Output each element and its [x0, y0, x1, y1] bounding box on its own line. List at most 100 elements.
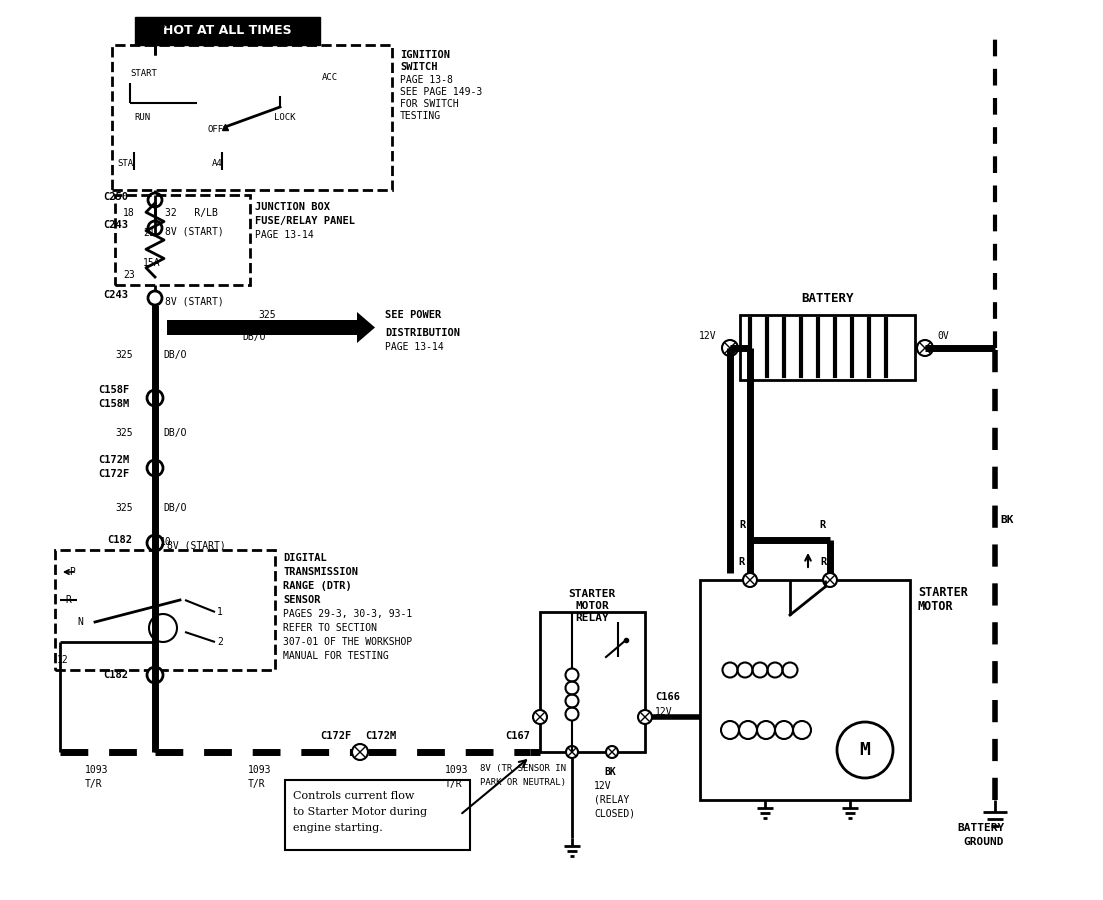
Text: 8V (TR SENSOR IN: 8V (TR SENSOR IN — [480, 763, 566, 772]
Text: C158F: C158F — [98, 385, 129, 395]
Text: PAGE 13-14: PAGE 13-14 — [255, 230, 313, 240]
Text: (RELAY: (RELAY — [595, 795, 629, 805]
Text: 325: 325 — [115, 428, 132, 438]
Text: R: R — [818, 520, 825, 530]
Text: C182: C182 — [107, 535, 132, 545]
Text: REFER TO SECTION: REFER TO SECTION — [283, 623, 377, 633]
Text: 32   R/LB: 32 R/LB — [165, 208, 218, 218]
Text: BATTERY: BATTERY — [957, 823, 1004, 833]
Text: PAGES 29-3, 30-3, 93-1: PAGES 29-3, 30-3, 93-1 — [283, 609, 413, 619]
Text: MANUAL FOR TESTING: MANUAL FOR TESTING — [283, 651, 388, 661]
Text: C172F: C172F — [98, 469, 129, 479]
Circle shape — [352, 744, 368, 760]
Text: M: M — [859, 741, 870, 759]
Text: 1093: 1093 — [85, 765, 108, 775]
Text: 1093: 1093 — [248, 765, 271, 775]
Circle shape — [533, 710, 547, 724]
Text: 15A: 15A — [143, 258, 161, 268]
Text: C243: C243 — [103, 290, 128, 300]
Text: 23: 23 — [124, 270, 135, 280]
Text: SEE POWER: SEE POWER — [385, 310, 441, 320]
Text: C158M: C158M — [98, 399, 129, 409]
Text: C182: C182 — [103, 670, 128, 680]
Text: DIGITAL: DIGITAL — [283, 553, 326, 563]
Circle shape — [823, 573, 837, 587]
Text: RUN: RUN — [133, 112, 150, 122]
Text: MOTOR: MOTOR — [918, 600, 954, 614]
Text: TESTING: TESTING — [400, 111, 441, 121]
Text: TRANSMISSION: TRANSMISSION — [283, 567, 358, 577]
Text: 325: 325 — [115, 503, 132, 513]
Text: CLOSED): CLOSED) — [595, 809, 635, 819]
Text: SENSOR: SENSOR — [283, 595, 321, 605]
Text: C172M: C172M — [98, 455, 129, 465]
Text: MOTOR: MOTOR — [575, 601, 609, 611]
Text: START: START — [130, 68, 157, 77]
Text: BATTERY: BATTERY — [801, 292, 854, 305]
Text: 325: 325 — [115, 350, 132, 360]
Text: 1093: 1093 — [445, 765, 469, 775]
Text: A4: A4 — [212, 158, 223, 167]
Circle shape — [147, 390, 163, 406]
Circle shape — [917, 340, 933, 356]
Text: T/R: T/R — [445, 779, 462, 789]
Circle shape — [606, 746, 618, 758]
Text: 12V: 12V — [655, 707, 673, 717]
Text: C167: C167 — [505, 731, 531, 741]
Text: 0V: 0V — [938, 331, 949, 341]
Circle shape — [147, 667, 163, 683]
Text: Controls current flow: Controls current flow — [293, 791, 415, 801]
Text: P: P — [69, 567, 75, 577]
Text: PAGE 13-14: PAGE 13-14 — [385, 342, 443, 352]
Text: 12V: 12V — [699, 331, 717, 341]
Text: FUSE/RELAY PANEL: FUSE/RELAY PANEL — [255, 216, 355, 226]
Text: 325: 325 — [258, 310, 276, 320]
Text: DISTRIBUTION: DISTRIBUTION — [385, 328, 460, 338]
Text: to Starter Motor during: to Starter Motor during — [293, 807, 427, 817]
Text: HOT AT ALL TIMES: HOT AT ALL TIMES — [163, 24, 292, 38]
Text: JUNCTION BOX: JUNCTION BOX — [255, 202, 330, 212]
Text: DB/O: DB/O — [163, 428, 186, 438]
Text: 307-01 OF THE WORKSHOP: 307-01 OF THE WORKSHOP — [283, 637, 413, 647]
Text: LOCK: LOCK — [274, 112, 296, 122]
Text: 12: 12 — [57, 655, 68, 665]
Text: SWITCH: SWITCH — [400, 62, 438, 72]
Text: C243: C243 — [103, 220, 128, 230]
Text: C250: C250 — [103, 192, 128, 202]
Circle shape — [148, 291, 162, 305]
Polygon shape — [167, 312, 375, 343]
Circle shape — [148, 193, 162, 207]
Text: PARK OR NEUTRAL): PARK OR NEUTRAL) — [480, 778, 566, 787]
Polygon shape — [135, 17, 320, 45]
Text: 10: 10 — [160, 537, 172, 547]
Text: 12V: 12V — [595, 781, 612, 791]
Text: GROUND: GROUND — [963, 837, 1004, 847]
Text: 21: 21 — [143, 228, 154, 238]
Text: N: N — [77, 617, 83, 627]
Text: R: R — [739, 520, 746, 530]
Circle shape — [638, 710, 652, 724]
Text: SEE PAGE 149-3: SEE PAGE 149-3 — [400, 87, 482, 97]
Text: C172M: C172M — [365, 731, 396, 741]
Text: ACC: ACC — [322, 73, 339, 82]
Text: C166: C166 — [655, 692, 681, 702]
Text: IGNITION: IGNITION — [400, 50, 450, 60]
Text: 2: 2 — [217, 637, 223, 647]
Text: T/R: T/R — [248, 779, 266, 789]
Text: engine starting.: engine starting. — [293, 823, 383, 833]
Text: R: R — [820, 557, 826, 567]
Text: 8V (START): 8V (START) — [167, 541, 226, 551]
Text: 1: 1 — [217, 607, 223, 617]
Circle shape — [566, 746, 578, 758]
Text: B4: B4 — [159, 20, 171, 30]
Text: DB/O: DB/O — [163, 350, 186, 360]
Text: 8V (START): 8V (START) — [165, 297, 224, 307]
Text: PAGE 13-8: PAGE 13-8 — [400, 75, 453, 85]
Text: RANGE (DTR): RANGE (DTR) — [283, 581, 352, 591]
Text: BK: BK — [1000, 515, 1014, 525]
Text: FOR SWITCH: FOR SWITCH — [400, 99, 459, 109]
Circle shape — [147, 535, 163, 551]
Text: DB/O: DB/O — [163, 503, 186, 513]
Text: OFF: OFF — [207, 125, 223, 134]
Circle shape — [743, 573, 757, 587]
